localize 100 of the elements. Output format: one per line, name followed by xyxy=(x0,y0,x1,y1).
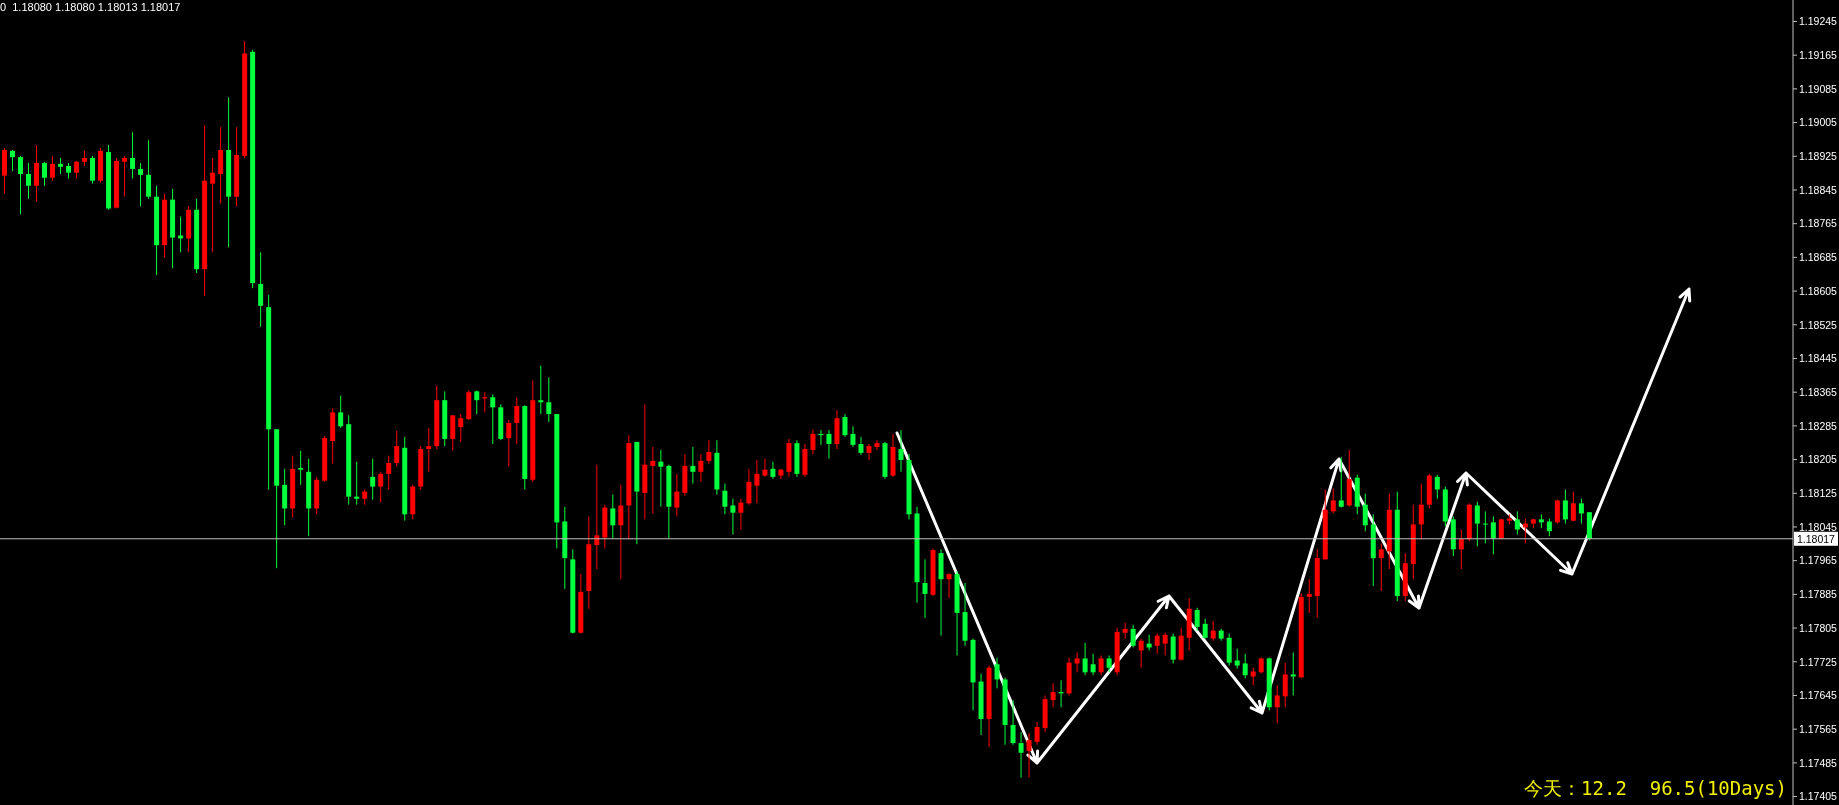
candlestick xyxy=(722,483,728,515)
candlestick xyxy=(1554,499,1560,525)
candlestick xyxy=(18,155,24,215)
candlestick xyxy=(762,458,768,478)
candlestick xyxy=(42,161,48,187)
candlestick xyxy=(10,149,15,172)
candlestick xyxy=(282,468,288,526)
candlestick xyxy=(1130,624,1136,648)
candlestick xyxy=(1138,638,1144,669)
candlestick xyxy=(1290,652,1296,696)
candlestick xyxy=(370,458,376,501)
y-tick-label: 1.19085 xyxy=(1799,82,1838,95)
candlestick xyxy=(354,461,360,506)
candlestick xyxy=(1306,578,1312,614)
candlestick xyxy=(1562,488,1568,525)
candlestick xyxy=(946,572,952,599)
candlestick xyxy=(810,428,816,455)
y-tick-label: 1.17725 xyxy=(1799,655,1838,668)
ref-line-label: 1.18017 xyxy=(1797,532,1836,545)
candlestick xyxy=(1458,529,1464,570)
candlestick xyxy=(90,155,96,185)
candlestick xyxy=(1570,491,1576,522)
y-tick-label: 1.17645 xyxy=(1799,689,1838,702)
candlestick xyxy=(730,498,736,536)
candlestick xyxy=(394,430,400,468)
candlestick xyxy=(458,413,464,443)
y-tick-label: 1.18685 xyxy=(1799,251,1838,264)
y-tick-label: 1.18765 xyxy=(1799,217,1838,230)
y-tick-label: 1.18845 xyxy=(1799,183,1838,196)
candlestick xyxy=(1202,618,1208,640)
candlestick xyxy=(898,429,904,473)
candlestick xyxy=(538,365,544,415)
candlestick xyxy=(474,389,480,415)
candlestick xyxy=(1162,632,1168,656)
candlestick xyxy=(874,439,880,451)
candlestick xyxy=(1034,721,1040,746)
y-tick-label: 1.17405 xyxy=(1799,790,1838,803)
y-tick-label: 1.17965 xyxy=(1799,554,1838,567)
candlestick xyxy=(1170,633,1176,664)
candlestick xyxy=(210,157,216,253)
candlestick xyxy=(842,413,848,438)
candlestick xyxy=(826,429,832,460)
candlestick xyxy=(1194,607,1200,632)
y-tick-label: 1.18605 xyxy=(1799,284,1838,297)
y-tick-label: 1.18285 xyxy=(1799,419,1838,432)
candlestick xyxy=(34,144,40,203)
candlestick xyxy=(1090,653,1096,676)
y-tick-label: 1.17805 xyxy=(1799,621,1838,634)
candlestick xyxy=(1330,488,1336,514)
y-tick-label: 1.18125 xyxy=(1799,487,1838,500)
y-tick-label: 1.18445 xyxy=(1799,352,1838,365)
candlestick xyxy=(146,139,152,200)
candlestick xyxy=(1242,653,1248,679)
candlestick xyxy=(770,461,776,480)
candlestick xyxy=(690,446,696,485)
candlestick xyxy=(1418,483,1424,540)
candlestick xyxy=(258,251,264,328)
candlestick xyxy=(50,155,56,182)
candlestick xyxy=(386,455,392,490)
y-tick-label: 1.19005 xyxy=(1799,116,1838,129)
candlestick xyxy=(130,131,136,180)
annotation: 今天：12.2 96.5(10Days) xyxy=(1524,777,1787,800)
candlestick xyxy=(1378,542,1384,592)
candlestick xyxy=(546,376,552,423)
candlestick xyxy=(122,155,128,198)
candlestick xyxy=(1474,501,1480,547)
candlestick xyxy=(1274,684,1280,724)
candlestick xyxy=(378,471,384,504)
candlestick xyxy=(850,425,856,448)
candlestick xyxy=(178,216,184,253)
candlestick xyxy=(866,443,872,461)
candlestick xyxy=(1362,493,1368,532)
candlestick xyxy=(1234,648,1240,670)
candlestick xyxy=(138,162,144,207)
candlestick xyxy=(738,498,744,531)
candlestick xyxy=(994,657,1000,689)
candlestick xyxy=(506,419,512,468)
candlestick xyxy=(858,436,864,456)
candlestick xyxy=(746,468,752,506)
candlestick xyxy=(1434,474,1440,500)
candlestick xyxy=(490,393,496,445)
candlestick xyxy=(1482,510,1488,544)
candlestick xyxy=(706,439,712,465)
y-tick-label: 1.17485 xyxy=(1799,756,1838,769)
candlestick xyxy=(26,162,32,200)
candlestick xyxy=(698,453,704,483)
candlestick xyxy=(426,427,432,473)
candlestick xyxy=(338,395,344,429)
y-tick-label: 1.17565 xyxy=(1799,722,1838,735)
y-tick-label: 1.17885 xyxy=(1799,588,1838,601)
candlestick xyxy=(1082,642,1088,676)
y-tick-label: 1.19165 xyxy=(1799,48,1838,61)
candlestick xyxy=(922,558,928,619)
candlestick xyxy=(1210,620,1216,642)
annotation: 0 1.18080 1.18080 1.18013 1.18017 xyxy=(0,1,181,14)
candlestick xyxy=(1154,633,1160,655)
y-tick-label: 1.18525 xyxy=(1799,318,1838,331)
candlestick xyxy=(594,464,600,570)
y-tick-label: 1.18205 xyxy=(1799,453,1838,466)
candlestick xyxy=(1018,731,1024,779)
